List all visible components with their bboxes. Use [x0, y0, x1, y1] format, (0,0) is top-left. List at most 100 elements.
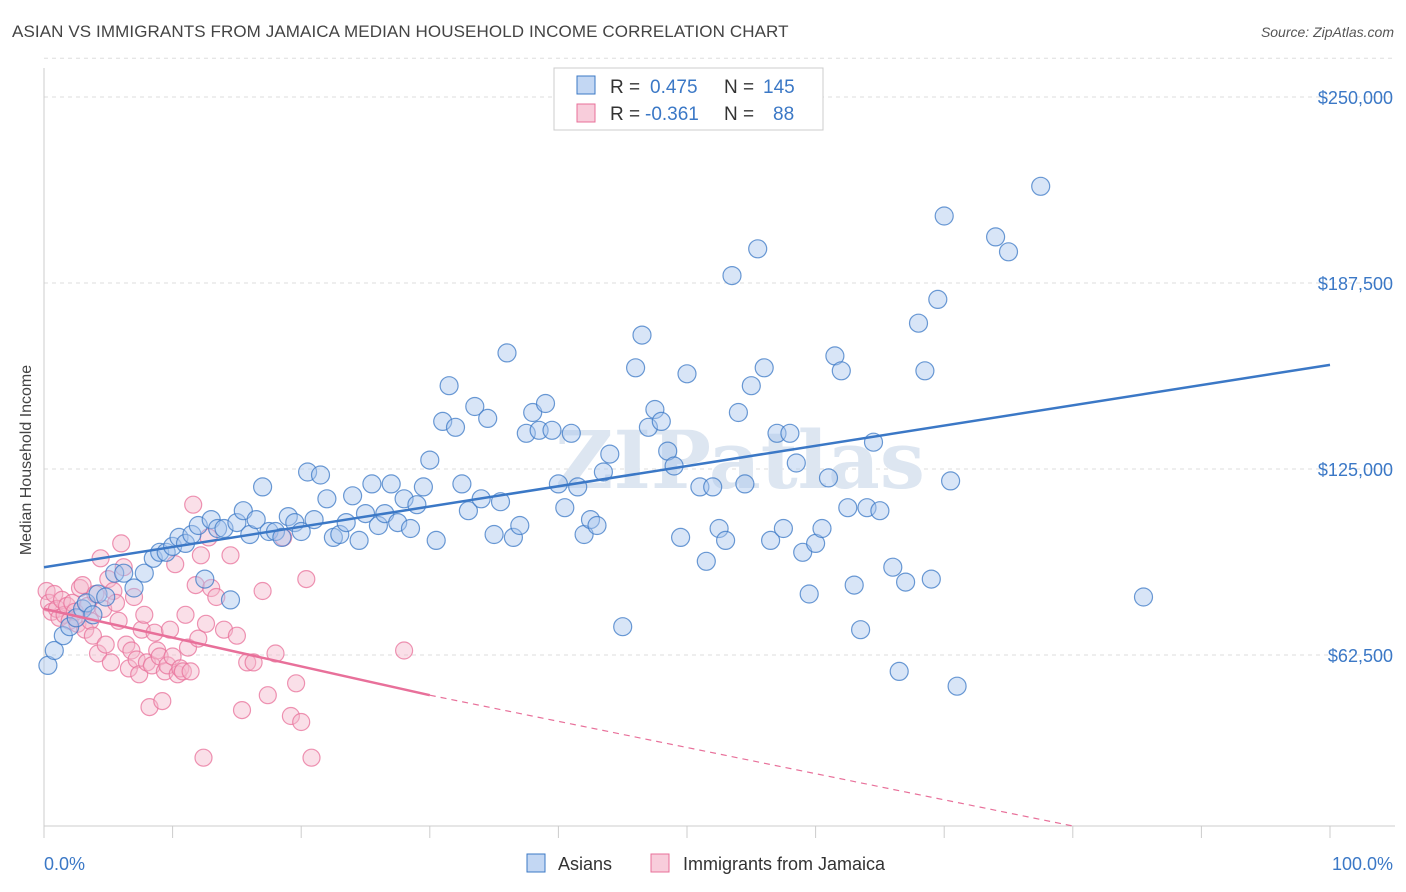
- asian-point: [246, 509, 266, 530]
- jamaica-point: [52, 590, 72, 610]
- legend-n-label-1: N =: [724, 104, 754, 125]
- asian-point: [940, 471, 961, 491]
- asian-point: [497, 343, 517, 363]
- jamaica-point: [207, 587, 226, 607]
- asian-point: [831, 361, 851, 381]
- stats-legend: R = 0.475 N = 145 R = -0.361 N = 88: [553, 67, 824, 131]
- asian-point: [600, 444, 620, 464]
- y-tick-label: $250,000: [1318, 88, 1393, 108]
- asian-point: [934, 206, 954, 226]
- asian-point: [645, 399, 665, 420]
- asian-point: [625, 358, 646, 378]
- jamaica-point: [178, 638, 198, 657]
- asian-point: [998, 242, 1019, 262]
- asian-point: [632, 325, 652, 345]
- legend-r-value-1: -0.361: [645, 104, 699, 125]
- asian-point: [561, 423, 581, 443]
- legend-n-label-0: N =: [724, 77, 754, 98]
- asian-point: [696, 551, 716, 571]
- asian-point: [728, 402, 749, 423]
- jamaica-point: [196, 614, 216, 633]
- asian-trend-line: [43, 363, 1331, 569]
- asian-point: [1031, 176, 1051, 196]
- jamaica-point: [253, 581, 272, 601]
- jamaica-point: [83, 626, 103, 645]
- asian-point: [407, 495, 427, 515]
- asian-point: [838, 498, 858, 518]
- grid-lines: [44, 57, 1395, 656]
- asian-point: [921, 569, 941, 589]
- asian-point: [741, 376, 761, 396]
- y-tick-label: $187,500: [1318, 274, 1393, 294]
- asian-point: [426, 530, 446, 551]
- jamaica-point: [117, 635, 136, 654]
- asian-point: [208, 518, 228, 539]
- asian-point: [195, 569, 215, 589]
- asian-point: [124, 578, 144, 598]
- asian-point: [465, 396, 485, 417]
- asian-point: [818, 468, 839, 488]
- asian-point: [651, 411, 671, 431]
- jamaica-point: [266, 644, 285, 663]
- asian-point: [889, 661, 909, 682]
- asian-point: [568, 477, 588, 497]
- asian-point: [272, 527, 292, 548]
- asian-point: [735, 474, 755, 494]
- asian-point: [503, 527, 524, 548]
- jamaica-point: [181, 662, 200, 681]
- asian-point: [799, 584, 819, 604]
- jamaica-point: [184, 495, 203, 514]
- bottom-legend-asians: Asians: [558, 854, 612, 874]
- jamaica-point: [258, 686, 277, 705]
- asian-point: [253, 477, 273, 497]
- asian-point: [593, 462, 614, 482]
- asian-point: [114, 563, 134, 583]
- jamaica-point: [173, 662, 192, 681]
- jamaica-point: [292, 712, 311, 732]
- asian-point: [985, 227, 1006, 247]
- legend-n-value-0: 145: [763, 77, 795, 98]
- asian-point: [420, 450, 440, 470]
- asian-point: [535, 393, 556, 414]
- jamaica-point: [221, 546, 240, 565]
- asian-point: [343, 486, 363, 506]
- legend-swatch-asians: [576, 75, 596, 95]
- asian-point: [445, 417, 466, 437]
- asian-point: [760, 530, 781, 551]
- jamaica-point: [287, 674, 306, 693]
- jamaica-point: [106, 593, 126, 613]
- asian-point: [439, 376, 459, 396]
- data-points: [37, 176, 1154, 767]
- asian-point: [1133, 587, 1154, 607]
- legend-r-label-1: R =: [610, 104, 640, 125]
- jamaica-point: [297, 569, 316, 589]
- y-tick-label: $62,500: [1328, 646, 1393, 666]
- jamaica-point: [244, 653, 263, 672]
- asian-point: [381, 474, 401, 494]
- jamaica-point: [153, 691, 172, 711]
- jamaica-trend-extension: [429, 694, 1073, 827]
- asian-point: [330, 524, 350, 545]
- jamaica-point: [191, 546, 210, 565]
- jamaica-point: [194, 748, 213, 767]
- y-tick-label: $125,000: [1318, 460, 1393, 480]
- bottom-legend-swatch-asians: [526, 853, 546, 873]
- asian-point: [715, 530, 736, 551]
- asian-point: [317, 489, 337, 509]
- bottom-legend-jamaica: Immigrants from Jamaica: [683, 854, 886, 874]
- jamaica-point: [176, 605, 195, 624]
- asian-point: [870, 501, 890, 521]
- asian-point: [677, 364, 697, 384]
- asian-point: [96, 587, 116, 607]
- series-legend: Asians Immigrants from Jamaica: [526, 853, 886, 874]
- asian-point: [883, 557, 903, 577]
- x-tick-labels: 0.0% 100.0%: [44, 854, 1393, 874]
- legend-swatch-jamaica: [576, 103, 596, 123]
- asian-point: [709, 518, 729, 539]
- x-tick-label: 100.0%: [1332, 854, 1393, 874]
- asian-point: [336, 512, 356, 533]
- jamaica-point: [135, 605, 154, 624]
- asian-point: [452, 474, 472, 494]
- jamaica-point: [171, 659, 190, 678]
- jamaica-point: [281, 706, 300, 726]
